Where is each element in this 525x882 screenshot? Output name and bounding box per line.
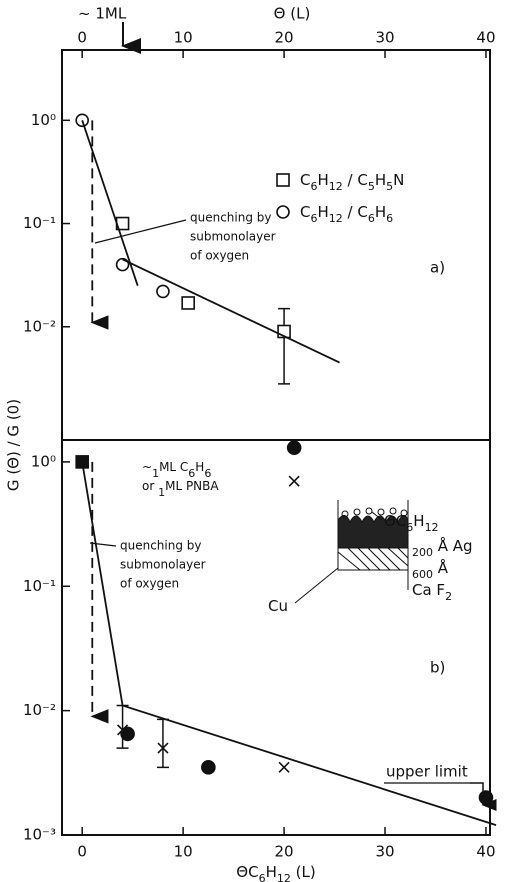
inset-label: 600 Å [412,558,449,581]
panel-label: a) [430,259,445,277]
top-axis-label: Θ (L) [274,5,311,23]
annotation: submonolayer [120,558,206,572]
y-axis-label: G (Θ) / G (0) [5,399,23,491]
panel-label: b) [430,659,445,677]
molecule [353,508,361,516]
x-tick-label: 10 [174,843,193,861]
y-tick-label: 10⁻² [23,317,56,335]
inset-label: ΘC6H12 [384,512,439,534]
x-tick-label: 0 [77,29,87,47]
cross-marker [117,724,129,736]
circle-marker [286,440,302,456]
hatch [337,547,409,571]
x-tick-label: 20 [275,29,294,47]
cross-marker [157,742,169,754]
inset-label: 200 Å Ag [412,536,473,559]
x-tick-label: 0 [77,843,87,861]
error-bar [278,307,291,385]
circle-marker [276,205,290,219]
x-tick-label: 40 [476,29,495,47]
molecule [365,507,373,515]
theta-pointer [371,511,383,521]
legend-label: C6H12 / C5H5N [300,171,404,193]
cu-layer [337,547,409,571]
x-tick-label: 30 [375,843,394,861]
x-tick-label: 40 [476,843,495,861]
x-tick-label: 30 [375,29,394,47]
top-marker-label: ~ 1ML [78,5,127,23]
annotation: quenching by [190,211,272,225]
frame [61,49,491,836]
upper-limit-label: upper limit [386,763,468,781]
note: or 1ML PNBA [142,479,219,499]
cross-marker [278,761,290,773]
x-tick-label: 10 [174,29,193,47]
molecule [377,508,385,516]
molecule [341,510,349,518]
cu-pointer [294,567,339,604]
annotation: submonolayer [190,230,276,244]
x-tick-label: 20 [275,843,294,861]
molecule [389,507,397,515]
square-marker [181,296,195,310]
fit-line [122,258,340,364]
annotation-pointer [89,542,117,547]
circle-marker [156,284,170,299]
annotation-pointer [94,219,187,244]
upper-limit-arrow [470,782,497,811]
y-tick-label: 10⁻³ [23,826,56,844]
circle-marker [201,760,216,775]
y-tick-label: 10⁰ [31,452,56,470]
y-tick-label: 10⁻¹ [23,577,56,595]
cross-marker [288,475,300,487]
x-axis-label: ΘC6H12 (L) [236,863,315,882]
ag-layer [337,515,409,549]
note: ~1ML C6H6 [142,460,211,480]
y-tick-label: 10⁻¹ [23,214,56,232]
inset-label: Cu [268,597,288,615]
annotation: of oxygen [120,577,179,591]
molecule [400,509,408,517]
y-tick-label: 10⁻² [23,701,56,719]
inset [294,500,409,604]
inset-label: Ca F2 [412,581,452,603]
annotation: of oxygen [190,249,249,263]
fit-line [81,120,139,286]
legend-label: C6H12 / C6H6 [300,203,393,225]
circle-marker [478,790,494,805]
y-tick-label: 10⁰ [31,111,56,129]
square-marker [276,173,290,187]
annotation: quenching by [120,539,202,553]
